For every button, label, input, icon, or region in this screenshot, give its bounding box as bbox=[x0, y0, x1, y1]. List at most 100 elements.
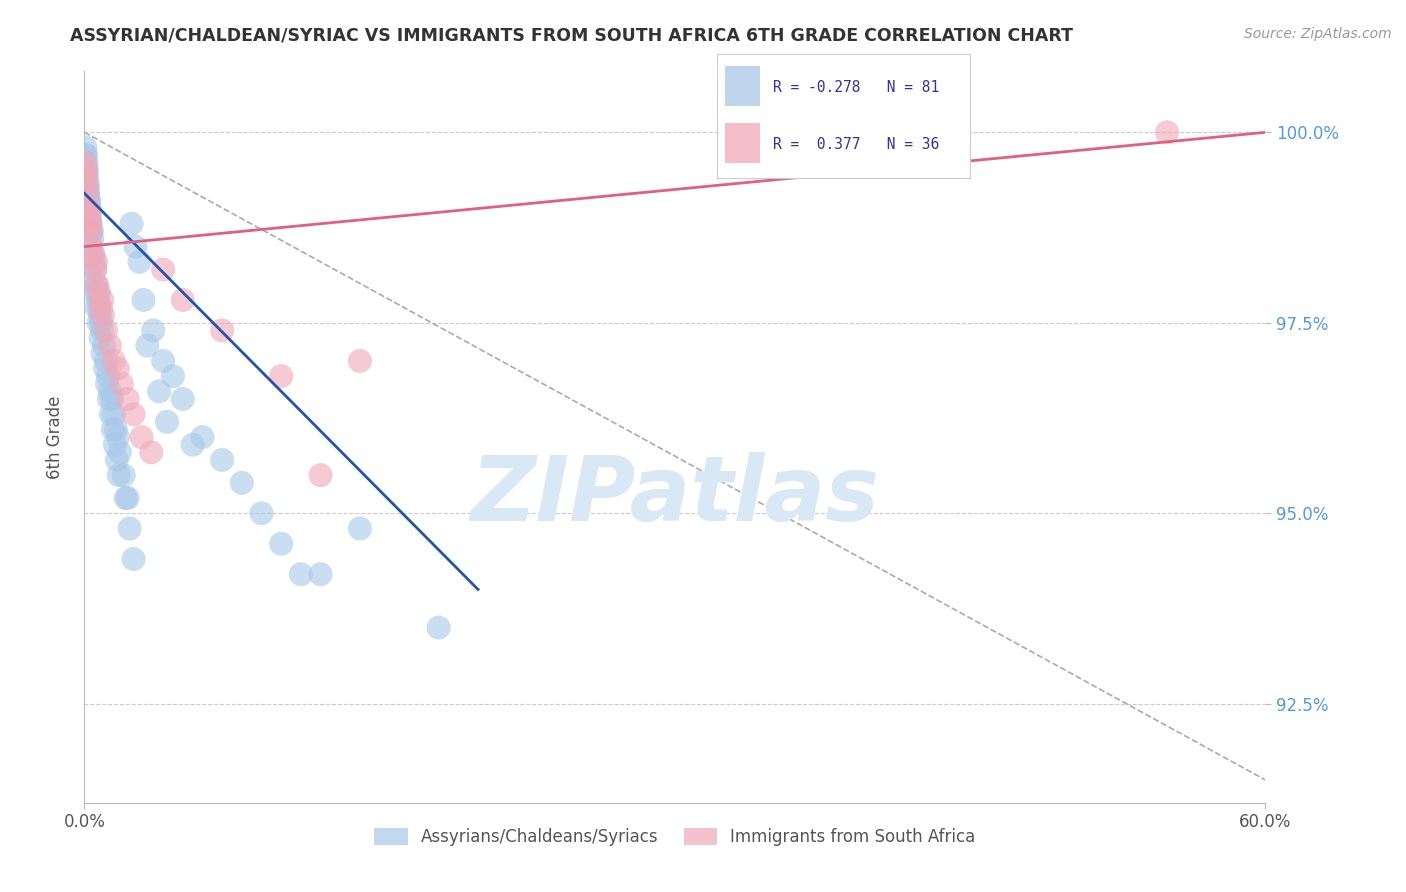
Point bbox=[90, 301, 112, 315]
Point bbox=[103, 354, 125, 368]
Point bbox=[79, 232, 101, 246]
Point bbox=[86, 277, 108, 292]
Point bbox=[349, 522, 371, 536]
Point bbox=[89, 308, 111, 322]
Point bbox=[76, 194, 98, 208]
Point bbox=[124, 239, 146, 253]
Point bbox=[77, 217, 100, 231]
Point bbox=[87, 316, 110, 330]
Point bbox=[76, 178, 98, 193]
Point bbox=[309, 567, 332, 582]
Text: ASSYRIAN/CHALDEAN/SYRIAC VS IMMIGRANTS FROM SOUTH AFRICA 6TH GRADE CORRELATION C: ASSYRIAN/CHALDEAN/SYRIAC VS IMMIGRANTS F… bbox=[70, 27, 1073, 45]
Point bbox=[104, 438, 127, 452]
Point bbox=[105, 453, 128, 467]
Point bbox=[156, 415, 179, 429]
Point bbox=[94, 323, 117, 337]
Point bbox=[118, 522, 141, 536]
Point bbox=[290, 567, 312, 582]
Point bbox=[148, 384, 170, 399]
Point bbox=[75, 171, 97, 186]
Point bbox=[101, 422, 124, 436]
Point bbox=[117, 491, 139, 505]
Point bbox=[91, 293, 114, 307]
Point bbox=[76, 171, 98, 186]
Point bbox=[75, 148, 97, 162]
Point bbox=[211, 323, 233, 337]
Point bbox=[152, 354, 174, 368]
Point bbox=[80, 239, 103, 253]
Point bbox=[77, 202, 100, 216]
Point bbox=[75, 148, 97, 162]
Point bbox=[211, 453, 233, 467]
Point bbox=[191, 430, 214, 444]
Point bbox=[128, 255, 150, 269]
Point bbox=[84, 277, 107, 292]
Point bbox=[82, 247, 104, 261]
Point bbox=[82, 270, 104, 285]
Point bbox=[80, 224, 103, 238]
Point bbox=[80, 247, 103, 261]
Text: Source: ZipAtlas.com: Source: ZipAtlas.com bbox=[1244, 27, 1392, 41]
Bar bbox=[724, 123, 761, 163]
Point bbox=[79, 217, 101, 231]
Point bbox=[76, 178, 98, 193]
Point bbox=[309, 468, 332, 483]
Point bbox=[91, 346, 114, 360]
Point bbox=[107, 361, 129, 376]
Point bbox=[79, 209, 101, 223]
Point bbox=[84, 255, 107, 269]
Point bbox=[83, 285, 105, 300]
Point bbox=[79, 217, 101, 231]
Point bbox=[250, 506, 273, 520]
Bar bbox=[724, 66, 761, 106]
Point bbox=[87, 293, 110, 307]
Point bbox=[84, 262, 107, 277]
Point bbox=[131, 430, 153, 444]
Point bbox=[114, 491, 136, 505]
Point bbox=[75, 155, 97, 169]
Point bbox=[100, 407, 122, 421]
Point bbox=[79, 224, 101, 238]
Point bbox=[96, 376, 118, 391]
Point bbox=[77, 202, 100, 216]
Point bbox=[231, 475, 253, 490]
Point bbox=[75, 163, 97, 178]
Point bbox=[79, 217, 101, 231]
Point bbox=[90, 316, 112, 330]
Point bbox=[111, 376, 134, 391]
Point bbox=[94, 361, 117, 376]
Point bbox=[427, 621, 450, 635]
Point bbox=[97, 369, 120, 384]
Point bbox=[77, 209, 100, 223]
Point bbox=[141, 445, 163, 459]
Text: 6th Grade: 6th Grade bbox=[46, 395, 63, 479]
Point bbox=[89, 331, 111, 345]
Point bbox=[1156, 125, 1178, 139]
Point bbox=[103, 407, 125, 421]
Point bbox=[136, 338, 159, 352]
Point bbox=[349, 354, 371, 368]
Point bbox=[82, 247, 104, 261]
Text: R = -0.278   N = 81: R = -0.278 N = 81 bbox=[773, 79, 939, 95]
Text: R =  0.377   N = 36: R = 0.377 N = 36 bbox=[773, 137, 939, 153]
Point bbox=[77, 186, 100, 201]
Point bbox=[91, 308, 114, 322]
Point bbox=[101, 392, 124, 406]
Point bbox=[84, 262, 107, 277]
Point bbox=[75, 155, 97, 169]
Point bbox=[122, 407, 145, 421]
Point bbox=[77, 178, 100, 193]
Legend: Assyrians/Chaldeans/Syriacs, Immigrants from South Africa: Assyrians/Chaldeans/Syriacs, Immigrants … bbox=[367, 822, 983, 853]
Point bbox=[270, 369, 292, 384]
Point bbox=[86, 301, 108, 315]
Point bbox=[93, 338, 115, 352]
Point bbox=[152, 262, 174, 277]
Point bbox=[98, 338, 121, 352]
Point bbox=[181, 438, 204, 452]
Point bbox=[77, 202, 100, 216]
Point bbox=[108, 445, 131, 459]
Point bbox=[86, 285, 108, 300]
Point bbox=[76, 163, 98, 178]
Text: ZIPatlas: ZIPatlas bbox=[471, 451, 879, 540]
Point bbox=[162, 369, 184, 384]
